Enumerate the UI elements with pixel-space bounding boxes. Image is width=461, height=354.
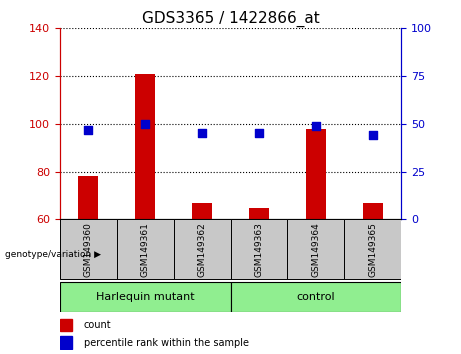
Text: GSM149363: GSM149363 (254, 222, 263, 277)
Bar (60, 336, 72, 349)
Text: genotype/variation ▶: genotype/variation ▶ (5, 250, 100, 259)
Text: Harlequin mutant: Harlequin mutant (96, 292, 195, 302)
Text: GSM149360: GSM149360 (84, 222, 93, 277)
Text: GSM149361: GSM149361 (141, 222, 150, 277)
FancyBboxPatch shape (287, 219, 344, 279)
Bar (306, 129, 326, 219)
Bar (192, 203, 212, 219)
Point (255, 131, 263, 136)
Text: GSM149364: GSM149364 (311, 222, 320, 277)
Bar (249, 207, 269, 219)
FancyBboxPatch shape (230, 219, 287, 279)
Point (85, 127, 92, 132)
Point (369, 132, 376, 138)
Title: GDS3365 / 1422866_at: GDS3365 / 1422866_at (142, 11, 319, 27)
Text: GSM149362: GSM149362 (198, 222, 207, 277)
Bar (78, 176, 98, 219)
FancyBboxPatch shape (344, 219, 401, 279)
FancyBboxPatch shape (174, 219, 230, 279)
Text: GSM149365: GSM149365 (368, 222, 377, 277)
Bar (135, 74, 155, 219)
Point (312, 123, 319, 129)
FancyBboxPatch shape (117, 219, 174, 279)
Text: control: control (296, 292, 335, 302)
FancyBboxPatch shape (60, 282, 230, 312)
Bar (60, 319, 72, 331)
Bar (363, 203, 383, 219)
FancyBboxPatch shape (60, 219, 117, 279)
FancyBboxPatch shape (230, 282, 401, 312)
Text: percentile rank within the sample: percentile rank within the sample (84, 338, 249, 348)
Text: count: count (84, 320, 112, 330)
Point (142, 121, 149, 127)
Point (198, 131, 206, 136)
